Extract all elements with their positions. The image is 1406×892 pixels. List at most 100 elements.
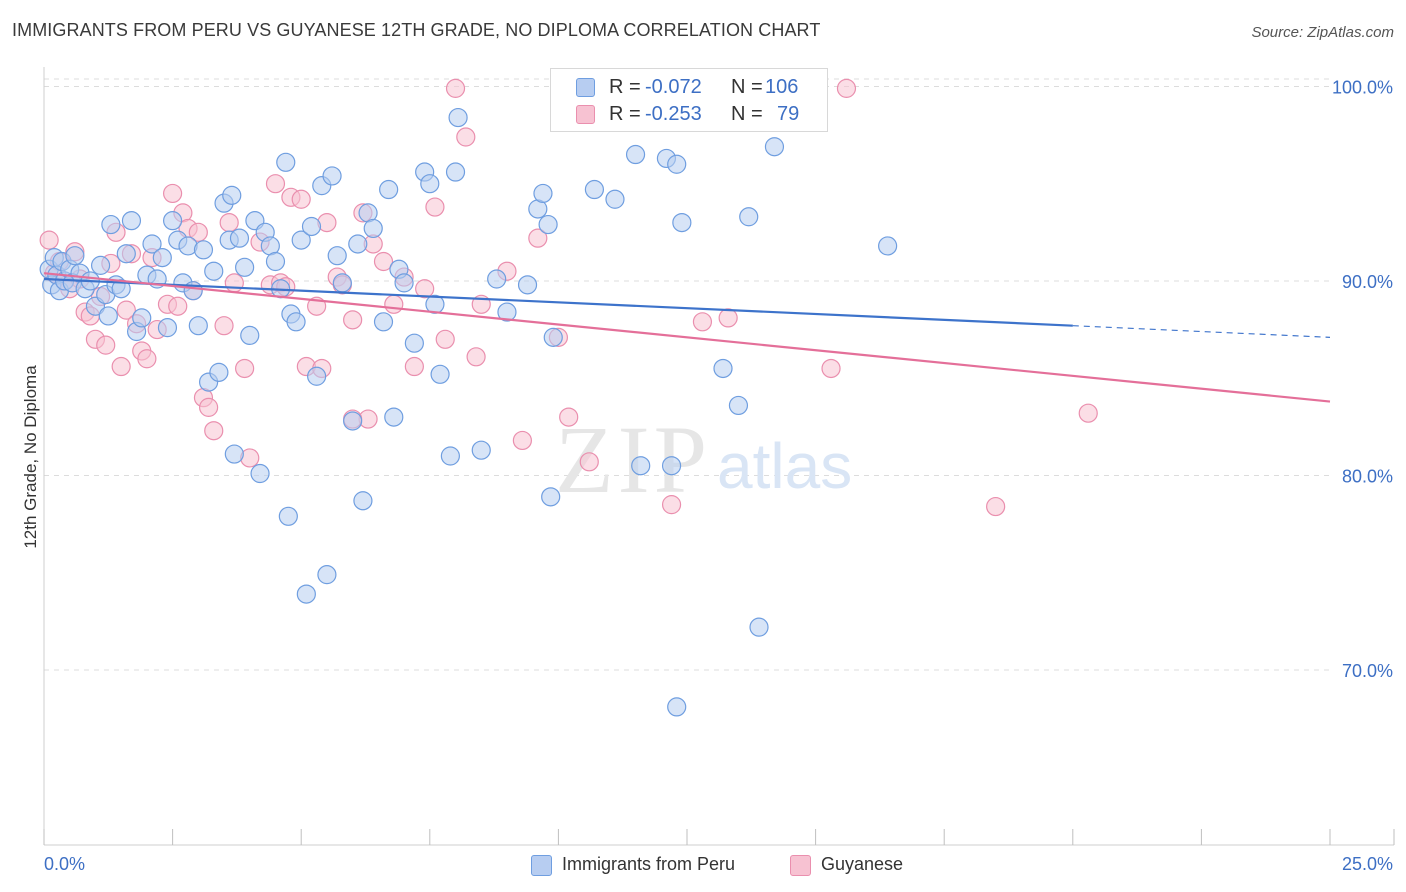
- y-tick-label: 100.0%: [1332, 77, 1393, 97]
- peru-point: [90, 255, 111, 275]
- guyanese-point: [821, 358, 841, 379]
- guyanese-point: [404, 356, 424, 377]
- peru-point: [188, 316, 208, 336]
- peru-point: [394, 273, 414, 293]
- peru-point: [224, 444, 244, 464]
- peru-point: [121, 211, 142, 231]
- peru-point: [764, 137, 785, 157]
- legend-label: Immigrants from Peru: [562, 854, 736, 874]
- y-tick-label: 70.0%: [1342, 661, 1393, 681]
- peru-point: [448, 107, 468, 128]
- peru-point: [713, 358, 733, 379]
- peru-point: [353, 491, 373, 511]
- guyanese-point: [415, 279, 435, 299]
- guyanese-point: [291, 189, 311, 209]
- peru-point: [229, 228, 250, 248]
- peru-point: [157, 318, 178, 338]
- x-tick-label: 0.0%: [44, 854, 85, 874]
- peru-point: [276, 152, 296, 172]
- x-tick-labels: 0.0% 25.0%: [44, 854, 1393, 874]
- peru-point: [296, 584, 316, 604]
- watermark-atlas: atlas: [717, 430, 852, 502]
- peru-point: [373, 312, 394, 332]
- peru-point: [193, 240, 214, 260]
- peru-point: [322, 166, 342, 186]
- peru-trend-line: [43, 277, 1073, 327]
- y-tick-label: 80.0%: [1342, 466, 1393, 486]
- peru-point: [430, 364, 450, 384]
- guyanese-point: [373, 251, 394, 272]
- source-label: Source: ZipAtlas.com: [1251, 24, 1394, 41]
- peru-point: [343, 411, 363, 431]
- peru-point: [625, 144, 646, 165]
- peru-point: [487, 269, 507, 289]
- guyanese-point: [235, 358, 255, 379]
- guyanese-point: [435, 329, 455, 349]
- peru-swatch: [576, 78, 595, 97]
- r-value: -0.072: [645, 76, 702, 98]
- peru-point: [183, 281, 203, 301]
- peru-point: [307, 366, 327, 386]
- peru-point: [327, 246, 347, 266]
- peru-point: [384, 407, 404, 427]
- peru-point: [132, 308, 152, 328]
- stats-legend: R = -0.072 N = 106 R = -0.253 N = 79: [550, 68, 828, 132]
- peru-point: [142, 234, 162, 254]
- peru-point: [209, 362, 229, 382]
- peru-point: [420, 174, 440, 194]
- peru-point: [445, 162, 466, 182]
- peru-trend-extension: [1072, 325, 1331, 338]
- guyanese-point: [692, 312, 713, 332]
- guyanese-point: [528, 228, 548, 248]
- guyanese-point: [1078, 403, 1098, 423]
- guyanese-point: [343, 310, 363, 330]
- peru-point: [278, 506, 298, 526]
- peru-point: [584, 179, 605, 200]
- guyanese-point: [214, 316, 234, 336]
- guyanese-point: [456, 127, 476, 147]
- peru-point: [543, 327, 563, 347]
- n-value: 79: [777, 103, 800, 125]
- r-label: R =: [609, 76, 641, 98]
- peru-point: [497, 302, 517, 322]
- watermark-zip: ZIP: [555, 406, 711, 513]
- series-legend: Immigrants from Peru Guyanese: [0, 853, 1406, 877]
- r-value: -0.253: [645, 103, 702, 125]
- y-axis-label: 12th Grade, No Diploma: [21, 365, 40, 549]
- guyanese-point: [512, 430, 532, 451]
- stats-row-guyanese: R = -0.253 N = 79: [551, 101, 827, 127]
- guyanese-point: [204, 421, 224, 441]
- peru-point: [605, 189, 625, 209]
- guyanese-point: [445, 78, 466, 98]
- peru-point: [667, 154, 687, 174]
- guyanese-point: [188, 222, 208, 242]
- guyanese-point: [986, 496, 1006, 517]
- guyanese-point: [425, 197, 445, 217]
- peru-point: [286, 312, 306, 332]
- peru-point: [404, 333, 424, 353]
- peru-point: [250, 463, 270, 484]
- r-label: R =: [609, 103, 641, 125]
- guyanese-legend-swatch: [790, 855, 811, 876]
- guyanese-point: [137, 349, 157, 369]
- peru-point: [204, 261, 224, 281]
- peru-point: [291, 230, 311, 250]
- peru-point: [440, 446, 460, 466]
- guyanese-trend-line: [43, 272, 1331, 403]
- peru-point: [379, 179, 399, 200]
- guyanese-point: [559, 407, 579, 427]
- peru-point: [116, 244, 136, 264]
- guyanese-point: [836, 78, 857, 98]
- peru-point: [317, 565, 337, 585]
- guyanese-point: [96, 335, 116, 355]
- guyanese-point: [224, 273, 244, 293]
- peru-point: [152, 248, 172, 268]
- peru-point: [163, 211, 183, 231]
- peru-point: [65, 246, 85, 266]
- gridlines: [44, 78, 1330, 671]
- stats-row-peru: R = -0.072 N = 106: [551, 74, 827, 100]
- guyanese-point: [384, 294, 404, 314]
- peru-points: [39, 76, 898, 717]
- peru-point: [101, 214, 121, 235]
